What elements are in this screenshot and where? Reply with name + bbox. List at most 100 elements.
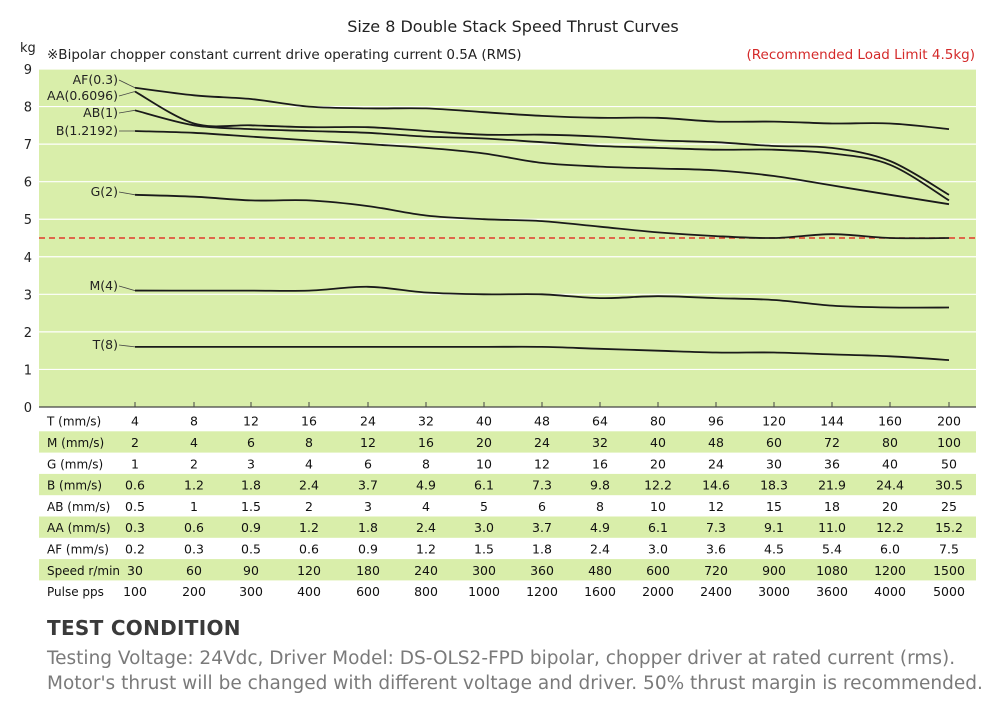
recommended-load-note: (Recommended Load Limit 4.5kg) bbox=[747, 47, 976, 63]
table-cell: 400 bbox=[297, 584, 321, 599]
table-cell: 21.9 bbox=[818, 478, 846, 493]
table-cell: 4 bbox=[305, 456, 313, 471]
table-cell: 30 bbox=[127, 563, 143, 578]
table-cell: 720 bbox=[704, 563, 728, 578]
table-cell: 2.4 bbox=[590, 541, 610, 556]
test-condition-line-2: Motor's thrust will be changed with diff… bbox=[47, 673, 983, 694]
table-cell: 40 bbox=[882, 456, 898, 471]
table-row-label: AA (mm/s) bbox=[47, 521, 111, 535]
table-cell: 50 bbox=[941, 456, 957, 471]
table-cell: 1.2 bbox=[299, 520, 319, 535]
table-cell: 48 bbox=[534, 414, 550, 429]
table-cell: 7.3 bbox=[706, 520, 726, 535]
table-cell: 30 bbox=[766, 456, 782, 471]
table-cell: 3 bbox=[364, 499, 372, 514]
table-cell: 40 bbox=[650, 435, 666, 450]
test-condition-line-1: Testing Voltage: 24Vdc, Driver Model: DS… bbox=[47, 648, 956, 669]
table-cell: 200 bbox=[182, 584, 206, 599]
table-row-label: AF (mm/s) bbox=[47, 542, 109, 556]
table-cell: 5 bbox=[480, 499, 488, 514]
table-cell: 3.0 bbox=[648, 541, 668, 556]
table-cell: 1080 bbox=[816, 563, 848, 578]
leader-line bbox=[118, 191, 136, 196]
table-cell: 20 bbox=[650, 456, 666, 471]
series-line-0 bbox=[134, 86, 950, 130]
series-line-2 bbox=[134, 109, 950, 202]
table-cell: 6.1 bbox=[648, 520, 668, 535]
table-cell: 120 bbox=[297, 563, 321, 578]
test-condition-heading: TEST CONDITION bbox=[47, 616, 241, 640]
thrust-chart: Size 8 Double Stack Speed Thrust Curves … bbox=[20, 17, 976, 599]
table-cell: 180 bbox=[356, 563, 380, 578]
y-tick-label: 0 bbox=[24, 401, 32, 416]
table-cell: 24 bbox=[534, 435, 550, 450]
table-cell: 10 bbox=[476, 456, 492, 471]
series-line-4 bbox=[134, 193, 950, 240]
table-row-shade bbox=[39, 473, 976, 496]
y-tick-label: 9 bbox=[24, 63, 32, 78]
table-cell: 2.4 bbox=[416, 520, 436, 535]
table-cell: 12.2 bbox=[876, 520, 904, 535]
table-cell: 48 bbox=[708, 435, 724, 450]
table-cell: 60 bbox=[766, 435, 782, 450]
y-tick-label: 5 bbox=[24, 213, 32, 228]
table-row-shade bbox=[39, 559, 976, 581]
table-cell: 2400 bbox=[700, 584, 732, 599]
table-cell: 8 bbox=[305, 435, 313, 450]
table-cell: 64 bbox=[592, 414, 608, 429]
table-cell: 25 bbox=[941, 499, 957, 514]
table-cell: 15.2 bbox=[935, 520, 963, 535]
table-cell: 1.2 bbox=[184, 478, 204, 493]
table-cell: 60 bbox=[186, 563, 202, 578]
table-cell: 0.5 bbox=[125, 499, 145, 514]
table-cell: 5.4 bbox=[822, 541, 842, 556]
series-label: AB(1) bbox=[83, 105, 118, 120]
table-cell: 20 bbox=[882, 499, 898, 514]
table-cell: 0.5 bbox=[241, 541, 261, 556]
series-label: T(8) bbox=[92, 337, 118, 352]
table-row-label: Speed r/min bbox=[47, 564, 120, 578]
series-label: AF(0.3) bbox=[73, 72, 118, 87]
table-row-label: AB (mm/s) bbox=[47, 500, 110, 514]
table-cell: 1200 bbox=[526, 584, 558, 599]
y-tick-label: 3 bbox=[24, 288, 32, 303]
table-cell: 12 bbox=[360, 435, 376, 450]
table-cell: 9.1 bbox=[764, 520, 784, 535]
table-row-label: G (mm/s) bbox=[47, 457, 103, 471]
series-label: B(1.2192) bbox=[56, 123, 118, 138]
table-cell: 0.9 bbox=[241, 520, 261, 535]
leader-line bbox=[118, 79, 136, 89]
table-cell: 3.6 bbox=[706, 541, 726, 556]
table-cell: 2 bbox=[305, 499, 313, 514]
y-axis-unit: kg bbox=[20, 41, 36, 56]
table-cell: 80 bbox=[650, 414, 666, 429]
y-tick-label: 2 bbox=[24, 326, 32, 341]
table-cell: 300 bbox=[239, 584, 263, 599]
series-label: AA(0.6096) bbox=[47, 88, 118, 103]
table-row-label: T (mm/s) bbox=[46, 415, 101, 429]
table-cell: 10 bbox=[650, 499, 666, 514]
table-cell: 7.5 bbox=[939, 541, 959, 556]
leader-line bbox=[118, 91, 136, 97]
table-cell: 6.0 bbox=[880, 541, 900, 556]
table-cell: 4.9 bbox=[416, 478, 436, 493]
chart-subtitle: ※Bipolar chopper constant current drive … bbox=[47, 47, 522, 63]
table-cell: 100 bbox=[937, 435, 961, 450]
series-line-5 bbox=[134, 285, 950, 309]
table-cell: 16 bbox=[301, 414, 317, 429]
table-cell: 12.2 bbox=[644, 478, 672, 493]
table-cell: 2 bbox=[190, 456, 198, 471]
table-cell: 800 bbox=[414, 584, 438, 599]
table-cell: 2.4 bbox=[299, 478, 319, 493]
table-cell: 3000 bbox=[758, 584, 790, 599]
table-cell: 100 bbox=[123, 584, 147, 599]
series-line-1 bbox=[134, 90, 950, 196]
table-cell: 90 bbox=[243, 563, 259, 578]
table-cell: 1.8 bbox=[241, 478, 261, 493]
table-cell: 4 bbox=[422, 499, 430, 514]
table-cell: 1200 bbox=[874, 563, 906, 578]
table-cell: 300 bbox=[472, 563, 496, 578]
table-cell: 160 bbox=[878, 414, 902, 429]
table-cell: 24 bbox=[360, 414, 376, 429]
chart-title: Size 8 Double Stack Speed Thrust Curves bbox=[347, 17, 678, 36]
